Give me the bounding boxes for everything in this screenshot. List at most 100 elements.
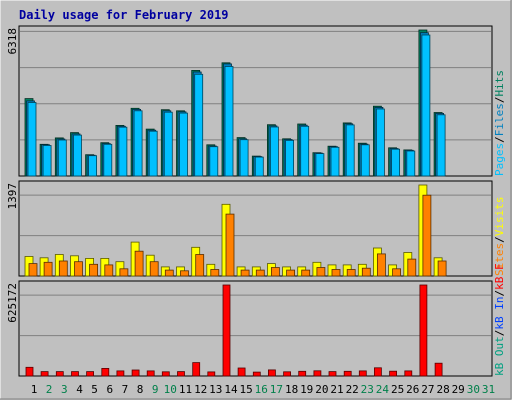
bar-kb-f-day-7 xyxy=(116,370,125,377)
bar-pages-day-21 xyxy=(330,146,340,177)
x-tick-label: 3 xyxy=(61,383,68,396)
bar-kb-f-day-4 xyxy=(71,371,79,377)
bar-kb-f-day-21 xyxy=(328,371,337,377)
legend-entry: Sites xyxy=(493,243,506,276)
bar-kb-f-day-9 xyxy=(146,370,155,377)
bar-pages-day-7 xyxy=(118,126,128,177)
bar-pages-day-15 xyxy=(239,139,249,177)
legend-entry: / xyxy=(493,330,506,337)
bar-pages-day-26 xyxy=(406,150,416,177)
bar-kb-f-day-6 xyxy=(101,367,110,377)
bar-pages-day-18 xyxy=(285,139,295,177)
panel-max-label: 625172 xyxy=(6,283,19,323)
bar-kb-f-day-24 xyxy=(373,367,382,377)
bar-kb-f-day-17 xyxy=(267,369,276,377)
bar-sites-day-12 xyxy=(195,254,205,277)
panel-frame xyxy=(18,280,493,377)
bar-sites-day-10 xyxy=(164,269,174,277)
x-tick-label: 11 xyxy=(179,383,192,396)
bar-pages-day-12 xyxy=(194,73,204,177)
bar-sites-day-4 xyxy=(74,261,83,277)
bar-kb-f-day-26 xyxy=(404,370,413,377)
legend-entry: Pages xyxy=(493,143,506,176)
chart-title: Daily usage for February 2019 xyxy=(19,8,229,22)
bar-sites-day-24 xyxy=(376,253,386,277)
bar-pages-day-9 xyxy=(148,130,158,177)
x-tick-label: 26 xyxy=(406,383,419,396)
bar-pages-day-19 xyxy=(300,125,310,177)
legend-entry: Visits xyxy=(493,197,506,237)
bar-sites-day-7 xyxy=(119,268,129,277)
x-tick-label: 24 xyxy=(376,383,390,396)
bar-sites-day-22 xyxy=(346,269,356,277)
bar-pages-day-22 xyxy=(345,124,355,177)
bar-kb-f-day-5 xyxy=(86,371,94,377)
bar-pages-day-5 xyxy=(88,155,97,177)
x-tick-label: 25 xyxy=(391,383,404,396)
bar-pages-day-14 xyxy=(224,66,234,177)
x-tick-label: 17 xyxy=(270,383,283,396)
bar-kb-f-day-1 xyxy=(25,366,34,377)
bar-sites-day-26 xyxy=(407,258,417,277)
bar-sites-day-5 xyxy=(89,263,98,277)
x-tick-label: 5 xyxy=(91,383,98,396)
bar-sites-day-15 xyxy=(240,269,250,277)
x-tick-label: 18 xyxy=(285,383,298,396)
legend-entry: / xyxy=(493,236,506,243)
bar-sites-day-28 xyxy=(437,260,447,277)
legend-entry: / xyxy=(493,97,506,104)
bar-pages-day-17 xyxy=(269,126,279,177)
chart-panels: 6318Pages/Files/Hits1397Sites/Visits6251… xyxy=(6,25,506,377)
x-tick-label: 7 xyxy=(122,383,129,396)
bar-kb-f-day-23 xyxy=(358,370,367,377)
bar-sites-day-6 xyxy=(104,264,114,277)
legend-entry: Hits xyxy=(493,70,506,97)
bar-kb-f-day-27 xyxy=(419,284,428,377)
bar-kb-f-day-18 xyxy=(283,371,292,377)
bar-sites-day-23 xyxy=(361,267,371,277)
x-tick-label: 19 xyxy=(300,383,313,396)
bar-sites-day-17 xyxy=(270,267,280,277)
bar-pages-day-13 xyxy=(209,146,219,177)
x-tick-label: 16 xyxy=(255,383,268,396)
bar-pages-day-20 xyxy=(315,153,325,177)
bar-kb-f-day-2 xyxy=(40,371,49,377)
x-tick-label: 28 xyxy=(436,383,449,396)
bar-kb-f-day-8 xyxy=(131,369,140,377)
panel-legend: Pages/Files/Hits xyxy=(493,70,506,176)
bar-kb-f-day-14 xyxy=(222,284,231,377)
bar-kb-f-day-25 xyxy=(389,370,398,377)
bar-pages-day-1 xyxy=(27,102,37,177)
bar-sites-day-25 xyxy=(392,268,402,277)
legend-entry: kB In xyxy=(493,297,506,330)
x-tick-label: 27 xyxy=(421,383,434,396)
bar-kb-f-day-12 xyxy=(192,362,201,377)
x-tick-label: 10 xyxy=(164,383,177,396)
legend-entry: kB Out xyxy=(493,336,506,376)
bar-kb-f-day-28 xyxy=(434,362,443,377)
bar-sites-day-20 xyxy=(316,267,326,277)
bar-kb-f-day-19 xyxy=(298,370,307,377)
bar-pages-day-23 xyxy=(360,144,370,177)
legend-entry: Files xyxy=(493,103,506,136)
bar-pages-day-24 xyxy=(375,108,385,177)
bar-sites-day-19 xyxy=(301,269,311,277)
panel-legend: Sites/Visits xyxy=(493,197,506,277)
bar-sites-day-9 xyxy=(149,261,159,277)
x-tick-label: 13 xyxy=(209,383,222,396)
x-tick-label: 23 xyxy=(361,383,374,396)
legend-entry: / xyxy=(493,290,506,297)
bar-sites-day-2 xyxy=(43,261,53,277)
bar-kb-f-day-13 xyxy=(207,371,216,377)
bar-sites-day-11 xyxy=(180,270,189,277)
x-tick-label: 29 xyxy=(452,383,465,396)
bar-kb-f-day-22 xyxy=(343,370,352,377)
x-tick-label: 6 xyxy=(106,383,113,396)
panel-visits: 1397 Sites/Visits xyxy=(6,180,506,277)
legend-entry: kB F xyxy=(493,263,506,290)
bar-sites-day-16 xyxy=(255,269,265,277)
x-tick-label: 22 xyxy=(346,383,359,396)
